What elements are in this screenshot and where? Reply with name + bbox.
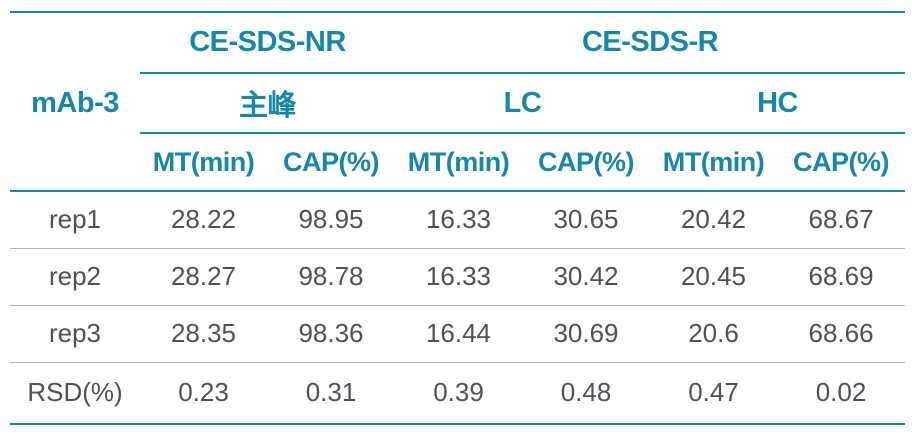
row-label: rep2 <box>10 248 140 306</box>
value-cell: 30.69 <box>522 305 650 363</box>
value-cell: 0.39 <box>395 362 522 425</box>
value-cell: 30.65 <box>522 191 650 249</box>
value-cell: 28.35 <box>140 305 267 363</box>
subgroup-header-lc: LC <box>395 73 650 134</box>
column-header-cap-2: CAP(%) <box>522 133 650 192</box>
value-cell: 0.23 <box>140 362 267 425</box>
value-cell: 68.69 <box>777 248 906 306</box>
group-header-ce-sds-nr: CE-SDS-NR <box>140 12 395 74</box>
column-header-row: MT(min) CAP(%) MT(min) CAP(%) MT(min) CA… <box>10 133 906 192</box>
table-row: rep2 28.27 98.78 16.33 30.42 20.45 68.69 <box>10 248 906 306</box>
value-cell: 20.42 <box>650 191 777 249</box>
row-label: rep3 <box>10 305 140 363</box>
column-header-cap-1: CAP(%) <box>267 133 395 192</box>
row-label: RSD(%) <box>10 362 140 425</box>
value-cell: 28.27 <box>140 248 267 306</box>
value-cell: 98.36 <box>267 305 395 363</box>
column-header-mt-2: MT(min) <box>395 133 522 192</box>
group-header-row: CE-SDS-NR CE-SDS-R <box>10 12 906 74</box>
value-cell: 68.66 <box>777 305 906 363</box>
sample-label: mAb-3 <box>31 86 119 119</box>
value-cell: 98.78 <box>267 248 395 306</box>
value-cell: 16.33 <box>395 191 522 249</box>
corner-cell <box>10 12 140 73</box>
value-cell: 0.48 <box>522 362 650 425</box>
value-cell: 68.67 <box>777 191 906 249</box>
subgroup-header-hc: HC <box>650 73 906 134</box>
column-header-empty <box>10 133 140 192</box>
value-cell: 28.22 <box>140 191 267 249</box>
group-header-ce-sds-r: CE-SDS-R <box>395 12 906 74</box>
table-row: RSD(%) 0.23 0.31 0.39 0.48 0.47 0.02 <box>10 362 906 425</box>
column-header-mt-1: MT(min) <box>140 133 267 192</box>
value-cell: 16.33 <box>395 248 522 306</box>
ce-sds-results-table: CE-SDS-NR CE-SDS-R mAb-3 主峰 LC HC MT(min… <box>10 11 906 425</box>
table-row: rep3 28.35 98.36 16.44 30.69 20.6 68.66 <box>10 305 906 363</box>
subgroup-header-row: mAb-3 主峰 LC HC <box>10 73 906 134</box>
value-cell: 0.47 <box>650 362 777 425</box>
column-header-cap-3: CAP(%) <box>777 133 906 192</box>
value-cell: 16.44 <box>395 305 522 363</box>
value-cell: 20.6 <box>650 305 777 363</box>
subgroup-header-main-peak: 主峰 <box>140 73 395 134</box>
value-cell: 98.95 <box>267 191 395 249</box>
value-cell: 30.42 <box>522 248 650 306</box>
value-cell: 0.31 <box>267 362 395 425</box>
row-label: rep1 <box>10 191 140 249</box>
value-cell: 0.02 <box>777 362 906 425</box>
table-row: rep1 28.22 98.95 16.33 30.65 20.42 68.67 <box>10 191 906 249</box>
value-cell: 20.45 <box>650 248 777 306</box>
column-header-mt-3: MT(min) <box>650 133 777 192</box>
